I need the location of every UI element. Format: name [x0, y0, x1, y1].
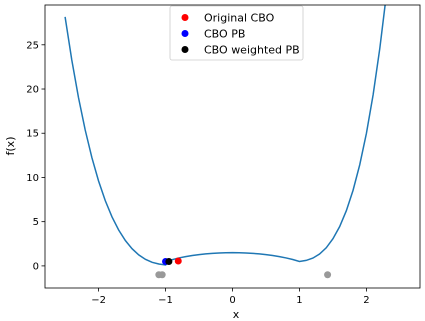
series-0-point-0 [174, 257, 182, 265]
x-tick-label-0: −2 [91, 295, 106, 306]
y-tick-label-0: 0 [33, 261, 39, 272]
y-axis-ticks: 0 5 10 15 20 25 [26, 40, 45, 272]
legend-label-2: CBO weighted PB [204, 44, 300, 57]
x-axis-ticks: −2 −1 0 1 2 [91, 288, 370, 306]
legend-marker-1 [181, 30, 189, 37]
y-tick-label-5: 25 [26, 40, 39, 51]
x-tick-label-1: −1 [158, 295, 173, 306]
legend-label-1: CBO PB [204, 28, 245, 41]
series-3-point-2 [324, 271, 332, 279]
y-tick-label-4: 20 [26, 85, 39, 96]
series-2-point-0 [165, 257, 173, 265]
points-layer [155, 257, 332, 279]
x-tick-label-2: 0 [229, 295, 235, 306]
legend-label-0: Original CBO [204, 12, 275, 25]
y-tick-label-3: 15 [26, 129, 39, 140]
y-axis-label: f(x) [4, 137, 17, 156]
legend-marker-2 [181, 46, 189, 53]
legend-box [169, 5, 304, 61]
series-3-point-1 [158, 271, 166, 279]
x-tick-label-3: 1 [296, 295, 302, 306]
y-tick-label-1: 5 [33, 217, 39, 228]
legend-marker-0 [181, 14, 189, 21]
curve-layer [64, 5, 386, 266]
curve-line [64, 5, 386, 266]
legend: Original CBO CBO PB CBO weighted PB [169, 5, 304, 61]
x-tick-label-4: 2 [363, 295, 369, 306]
x-axis-label: x [233, 308, 240, 321]
y-tick-label-2: 10 [26, 173, 39, 184]
